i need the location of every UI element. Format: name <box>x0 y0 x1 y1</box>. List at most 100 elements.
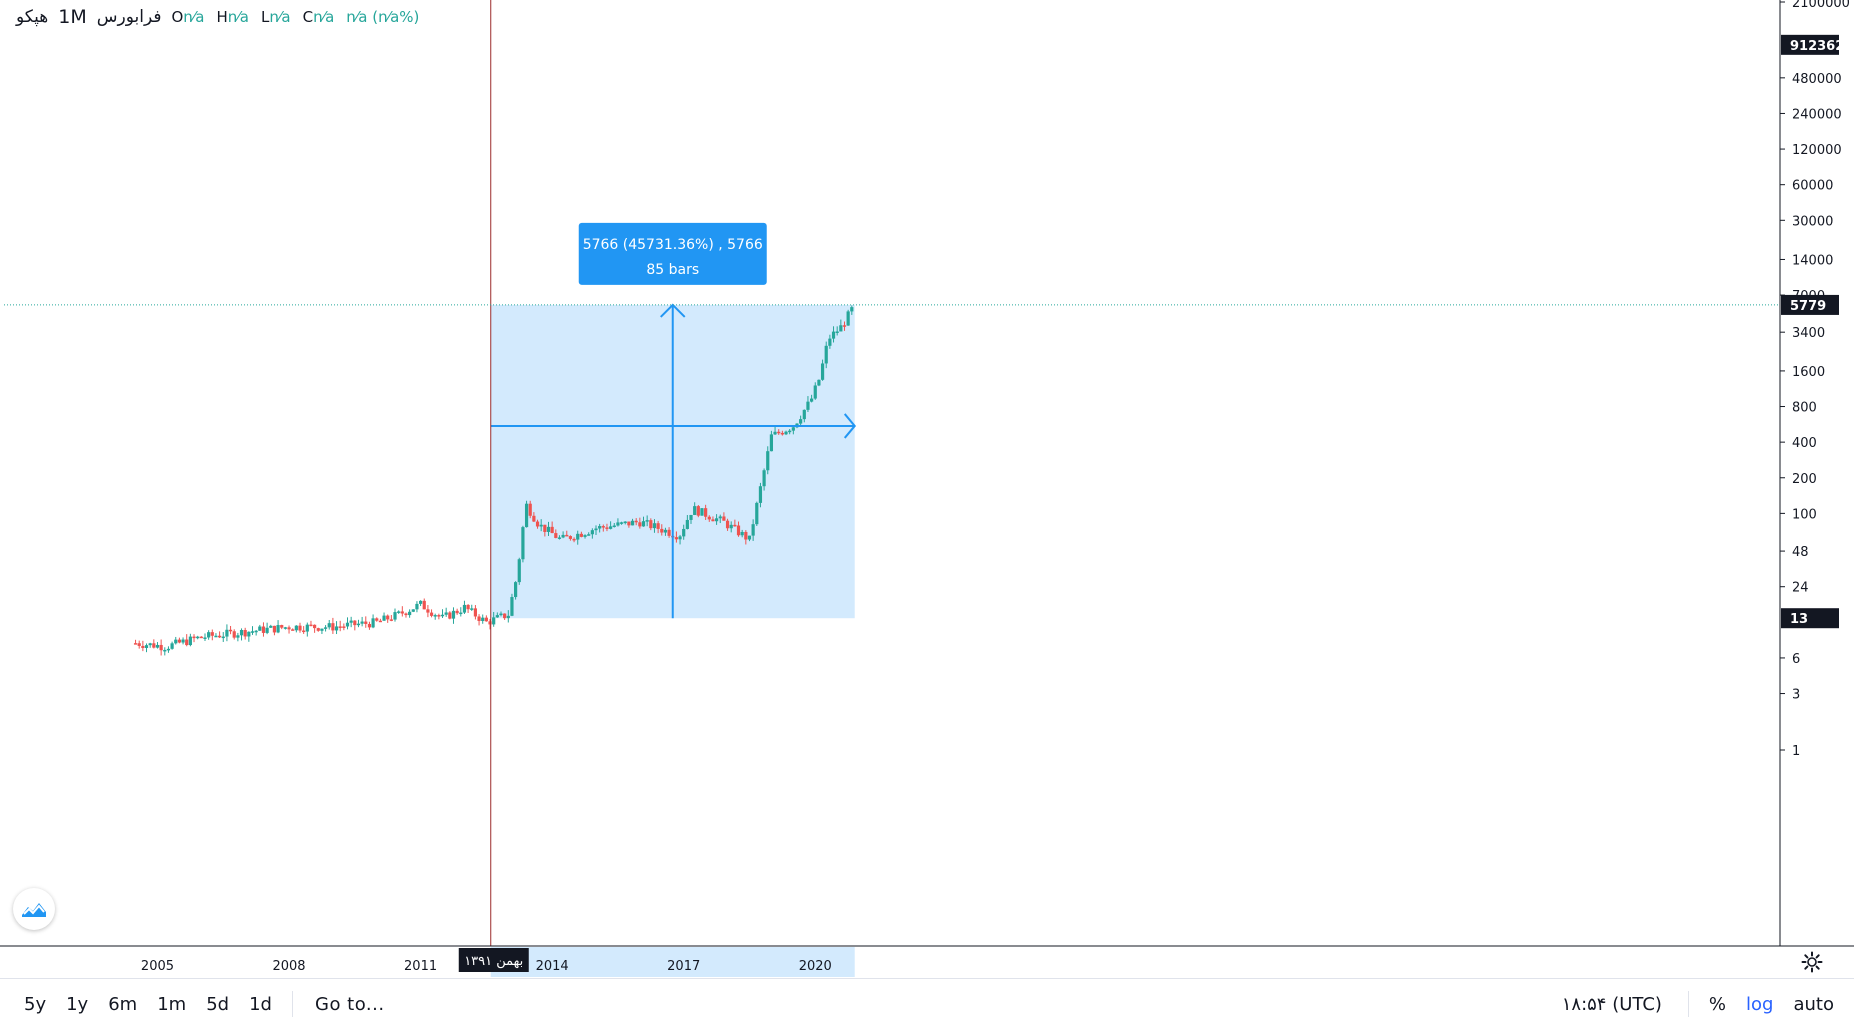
candle-body <box>802 409 806 420</box>
candle-body <box>210 632 214 636</box>
candle-body <box>298 625 302 631</box>
candle-body <box>327 623 331 628</box>
candle-body <box>817 379 821 386</box>
range-5d-button[interactable]: 5d <box>206 993 230 1015</box>
candle-body <box>422 600 426 610</box>
chart-legend: هپکو 1M فرابورس On⁄a Hn⁄a Ln⁄a Cn⁄a n⁄a … <box>16 4 419 30</box>
range-5y-button[interactable]: 5y <box>24 993 47 1015</box>
toolbar-divider <box>292 991 293 1017</box>
tradingview-logo-button[interactable] <box>13 888 55 930</box>
candle-body <box>466 604 470 610</box>
candle-body <box>207 632 211 638</box>
candle-body <box>459 612 463 615</box>
candle-body <box>499 613 503 616</box>
candle-body <box>806 401 810 410</box>
utc-clock[interactable]: ۱۸:۵۴ (UTC) <box>1561 993 1662 1015</box>
time-tick-label: 2014 <box>536 959 569 974</box>
candle-body <box>784 431 788 435</box>
candle-body <box>831 331 836 339</box>
candle-body <box>576 533 580 540</box>
price-badge-last-bg <box>1781 294 1839 315</box>
legend-low-value: n⁄a <box>269 8 291 26</box>
candle-body <box>583 535 587 537</box>
candle-body <box>693 506 697 515</box>
legend-timeframe[interactable]: 1M <box>58 6 87 28</box>
candle-body <box>524 503 529 528</box>
candle-body <box>152 643 156 648</box>
candle-body <box>696 506 700 516</box>
candle-body <box>535 521 540 527</box>
candle-body <box>678 536 682 540</box>
candle-body <box>744 531 748 540</box>
percent-scale-toggle[interactable]: % <box>1708 993 1727 1015</box>
time-axis[interactable]: 2005 2008 2011 2014 2017 2020 <box>141 947 855 977</box>
measure-up-arrowhead <box>660 303 686 318</box>
candle-body <box>269 625 273 628</box>
range-1y-button[interactable]: 1y <box>66 993 89 1015</box>
time-range-highlight <box>490 947 855 977</box>
candle-body <box>159 644 163 651</box>
legend-ohlc: On⁄a Hn⁄a Ln⁄a Cn⁄a n⁄a (n⁄a%) <box>171 8 419 26</box>
candle-body <box>334 626 339 631</box>
candle-body <box>612 525 616 528</box>
settings-gear-icon[interactable] <box>1800 950 1824 974</box>
price-tick-label: 400 <box>1792 436 1817 451</box>
auto-scale-toggle[interactable]: auto <box>1793 993 1834 1015</box>
candle-body <box>331 623 335 631</box>
candle-body <box>155 644 160 648</box>
chart-canvas[interactable]: 2100000 480000 240000 120000 60000 30000 14000… <box>0 0 1854 978</box>
candle-body <box>313 624 317 629</box>
measure-info-line2: 85 bars <box>646 262 699 278</box>
candle-body <box>382 615 386 621</box>
log-scale-toggle[interactable]: log <box>1746 993 1774 1015</box>
candle-body <box>470 608 474 610</box>
candle-body <box>667 529 671 536</box>
candle-body <box>444 612 448 615</box>
candle-body <box>170 643 174 649</box>
candle-body <box>495 615 499 618</box>
candle-body <box>174 639 178 644</box>
candle-body <box>722 516 726 521</box>
candle-body <box>404 613 408 616</box>
candle-body <box>579 533 583 537</box>
candle-body <box>353 620 357 626</box>
candle-body <box>440 614 445 617</box>
candle-body <box>791 427 795 431</box>
candle-body <box>484 617 488 622</box>
toolbar-divider <box>1687 991 1689 1017</box>
price-badge-last: 5779 <box>1790 299 1826 314</box>
time-tick-label: 2011 <box>404 959 437 974</box>
candle-body <box>700 508 704 516</box>
range-1m-button[interactable]: 1m <box>157 993 187 1015</box>
candle-body <box>714 518 719 522</box>
candle-body <box>601 526 605 528</box>
legend-high-value: n⁄a <box>227 8 249 26</box>
right-tools: ۱۸:۵۴ (UTC) % log auto <box>1546 979 1844 1029</box>
candle-body <box>265 627 269 633</box>
goto-button[interactable]: Go to... <box>315 993 385 1015</box>
candle-body <box>433 615 437 617</box>
price-tick-label: 14000 <box>1792 253 1833 268</box>
candle-body <box>342 626 346 628</box>
candle-body <box>349 620 353 623</box>
candle-body <box>261 626 266 633</box>
candle-body <box>397 611 401 613</box>
price-tick-label: 48 <box>1792 545 1809 560</box>
price-badge-crosshair-bg <box>1781 608 1839 629</box>
candle-body <box>283 627 287 629</box>
legend-symbol[interactable]: هپکو <box>16 7 49 27</box>
range-1d-button[interactable]: 1d <box>249 993 272 1015</box>
candle-body <box>221 636 225 639</box>
candle-body <box>477 616 481 621</box>
price-axis[interactable]: 2100000 480000 240000 120000 60000 30000 14000… <box>1780 0 1850 759</box>
candle-body <box>609 526 613 529</box>
candle-body <box>455 610 459 614</box>
candle-body <box>462 604 467 613</box>
candle-body <box>568 536 573 539</box>
guide-lines <box>0 0 1854 947</box>
candle-body <box>243 629 247 637</box>
candle-body <box>656 523 660 529</box>
range-6m-button[interactable]: 6m <box>108 993 138 1015</box>
candle-body <box>291 629 295 631</box>
candle-body <box>488 621 492 625</box>
